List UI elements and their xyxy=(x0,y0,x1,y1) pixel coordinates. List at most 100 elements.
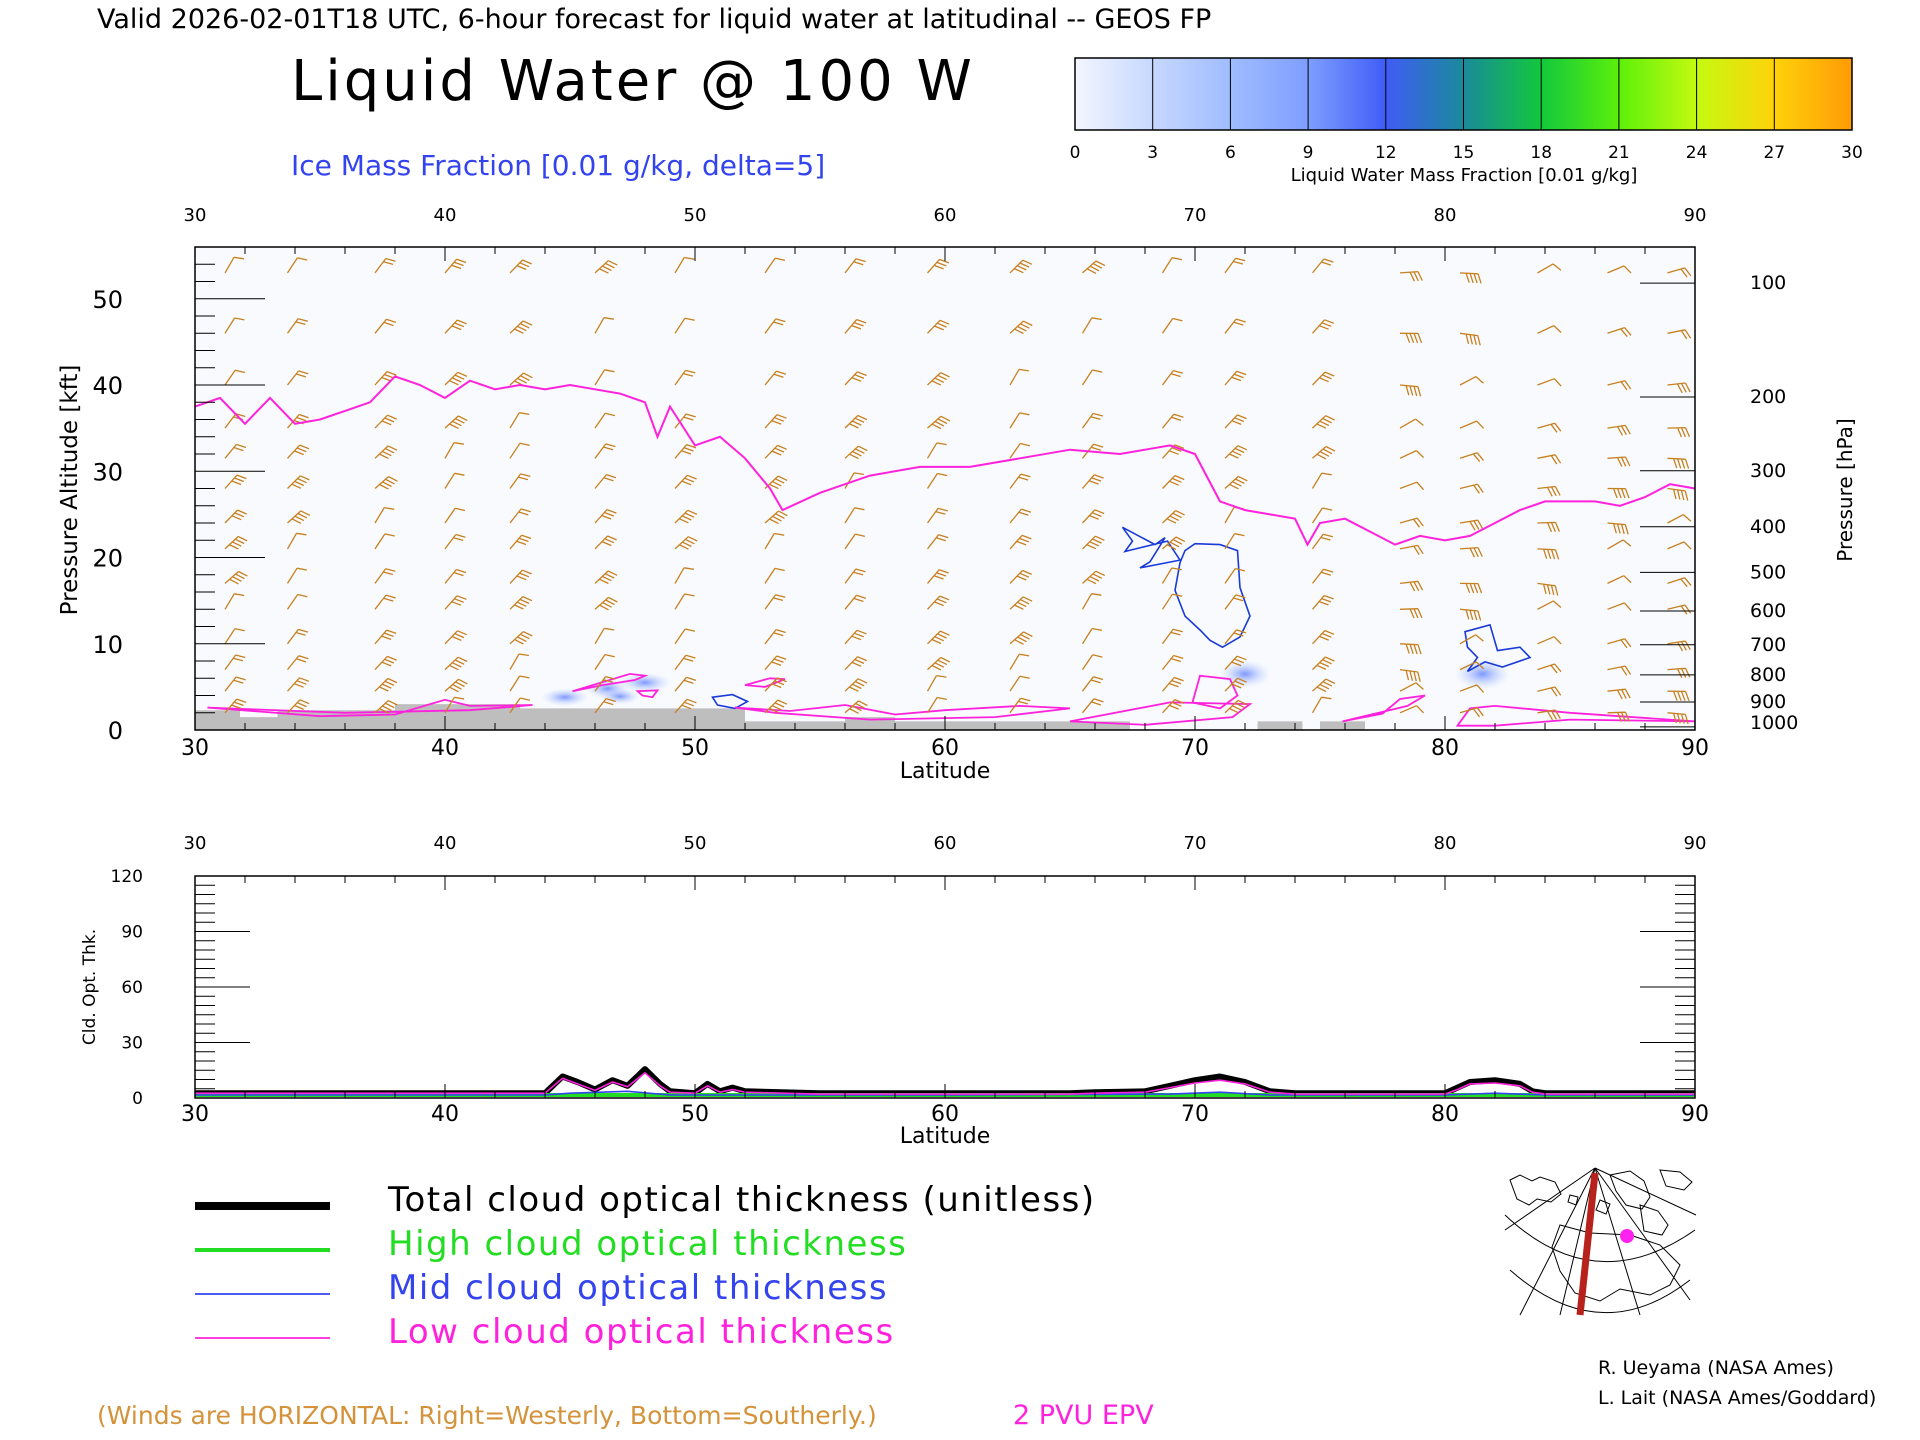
wind-barb xyxy=(1667,267,1692,278)
panel1-left-tick-label: 10 xyxy=(92,631,123,659)
wind-barb xyxy=(1607,539,1632,550)
wind-barb xyxy=(1537,636,1562,645)
wind-barb xyxy=(764,655,787,671)
wind-barb xyxy=(1082,474,1104,489)
wind-barb xyxy=(444,533,466,550)
colorbar-segment xyxy=(1308,58,1387,130)
epv-contour-loop xyxy=(572,672,649,693)
wind-barb xyxy=(1224,594,1246,610)
wind-barbs xyxy=(224,256,1692,725)
wind-barb xyxy=(674,536,698,550)
wind-barb xyxy=(594,675,616,692)
wind-barb xyxy=(1009,569,1032,584)
wind-barb xyxy=(1161,628,1183,645)
wind-barb xyxy=(1224,318,1246,334)
wind-barb xyxy=(224,509,247,524)
wind-barb xyxy=(374,568,396,584)
wind-barb xyxy=(509,653,529,670)
panel2-top-tick-label: 40 xyxy=(434,833,457,854)
wind-barb xyxy=(1667,667,1691,679)
wind-barb xyxy=(1311,696,1332,714)
wind-barb xyxy=(374,533,395,550)
colorbar-segment xyxy=(1774,58,1853,130)
wind-barb xyxy=(1667,382,1691,394)
wind-barb xyxy=(927,656,951,671)
wind-barb xyxy=(444,630,467,645)
wind-barb xyxy=(1399,705,1425,714)
wind-barb xyxy=(287,677,310,692)
wind-barb xyxy=(374,629,397,645)
wind-barb xyxy=(1009,631,1033,645)
colorbar-tick-label: 27 xyxy=(1763,143,1785,163)
wind-barb xyxy=(594,317,614,334)
wind-barb xyxy=(1162,475,1185,489)
wind-barb xyxy=(927,319,950,334)
wind-barb xyxy=(1537,709,1561,721)
colorbar-tick-label: 21 xyxy=(1608,143,1630,163)
legend-low-label: Low cloud optical thickness xyxy=(388,1312,895,1352)
panel2-bottom-tick-label: 60 xyxy=(931,1102,959,1127)
epv-contour-loop xyxy=(734,704,1071,721)
wind-barb xyxy=(1459,519,1484,531)
wind-barb xyxy=(1667,457,1690,469)
epv-contour-loop xyxy=(1342,694,1426,723)
wind-barb xyxy=(764,567,785,584)
legend-total-label: Total cloud optical thickness (unitless) xyxy=(387,1180,1096,1220)
colorbar-tick-label: 24 xyxy=(1686,143,1708,163)
wind-barb xyxy=(926,674,947,692)
wind-barb xyxy=(844,318,867,334)
wind-barb xyxy=(844,507,865,524)
wind-barb xyxy=(1224,677,1247,692)
panel1-ylabel-right: Pressure [hPa] xyxy=(1833,418,1857,561)
epv-contour-loop xyxy=(1191,674,1239,710)
wind-barb xyxy=(1161,257,1183,274)
wind-barb xyxy=(1667,712,1689,725)
colorbar-segment xyxy=(1152,58,1231,130)
wind-barb xyxy=(1161,317,1183,334)
wind-barb xyxy=(594,535,617,550)
panel2-top-tick-label: 60 xyxy=(934,833,957,854)
map-coastlines xyxy=(1509,1169,1693,1302)
wind-barb xyxy=(844,371,867,386)
wind-barb xyxy=(1399,643,1422,655)
wind-barb xyxy=(1312,594,1334,610)
ice-contour xyxy=(1121,526,1182,569)
wind-barb xyxy=(444,371,468,386)
wind-barb xyxy=(1082,570,1106,585)
wind-barb xyxy=(374,257,396,274)
wind-barb xyxy=(1161,369,1184,386)
panel1-ylabel-left: Pressure Altitude [kft] xyxy=(57,365,83,616)
map-meridians xyxy=(1504,1167,1697,1316)
wind-barb xyxy=(1082,509,1105,524)
colorbar: 0 3 6 9 12 15 18 21 24 27 30 xyxy=(1070,57,1863,163)
wind-barb xyxy=(1009,653,1030,670)
colorbar-segment xyxy=(1385,58,1464,130)
colorbar-tick-label: 30 xyxy=(1841,143,1863,163)
wind-barb xyxy=(1224,475,1248,490)
wind-barb xyxy=(844,700,868,714)
wind-barb xyxy=(374,318,397,334)
wind-barb xyxy=(224,443,247,459)
panel1-bottom-tick-label: 30 xyxy=(181,736,209,761)
wind-barb xyxy=(1607,665,1632,676)
colorbar-segment xyxy=(1618,58,1698,130)
wind-barb xyxy=(1667,690,1690,702)
wind-barb xyxy=(1081,698,1104,714)
wind-barb xyxy=(224,474,247,489)
wind-barb xyxy=(1312,319,1335,334)
wind-barb xyxy=(374,594,396,610)
wind-barb xyxy=(374,370,397,386)
wind-barb xyxy=(1162,444,1185,459)
wind-barb xyxy=(674,256,695,274)
wind-barb xyxy=(674,317,695,334)
wind-barb xyxy=(1459,582,1483,594)
colorbar-segment xyxy=(1230,58,1309,130)
wind-barb xyxy=(1459,608,1482,621)
wind-barb xyxy=(1009,259,1033,274)
low-optical-thickness-line xyxy=(195,1072,1695,1095)
panel1-top-tick-label: 60 xyxy=(934,205,957,226)
panel2-top-tick-label: 80 xyxy=(1434,833,1457,854)
wind-barb xyxy=(1607,326,1632,338)
wind-barb xyxy=(1399,544,1424,555)
wind-barb xyxy=(764,594,786,610)
